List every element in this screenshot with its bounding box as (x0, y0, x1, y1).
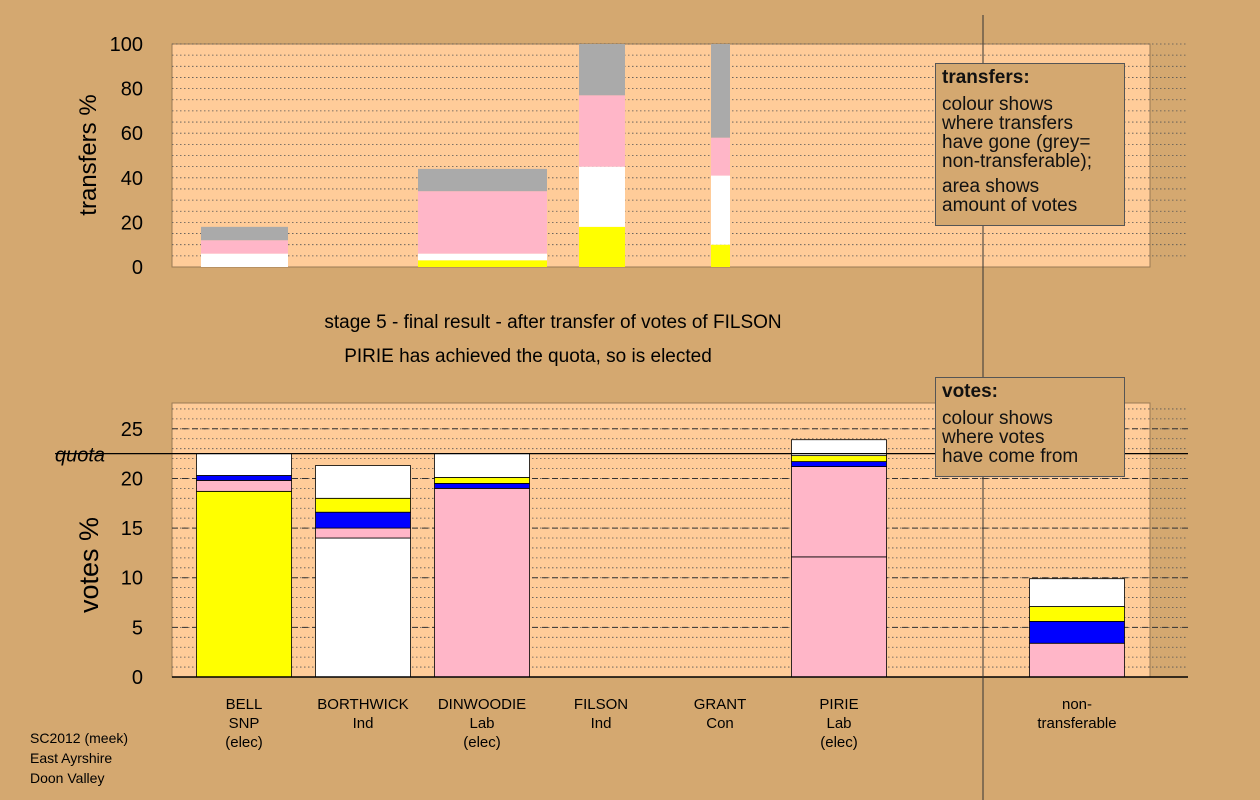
stage-title: stage 5 - final result - after transfer … (324, 312, 781, 333)
bar-segment (791, 466, 887, 558)
note-line: where transfers (942, 113, 1073, 134)
bar-segment (201, 226, 288, 241)
bar-segment (791, 461, 887, 467)
note-line: where votes (942, 427, 1045, 448)
y-tick-label: 20 (121, 468, 143, 490)
note-line: colour shows (942, 408, 1053, 429)
bar-segment (579, 44, 625, 96)
bar-segment (418, 191, 547, 254)
bar-segment (196, 453, 292, 476)
bar-segment (791, 556, 887, 678)
bar-segment (201, 240, 288, 254)
note-line: non-transferable); (942, 151, 1092, 172)
note-title: votes: (942, 381, 998, 402)
bar-segment (196, 480, 292, 492)
y-axis-label: votes % (74, 517, 104, 613)
y-tick-label: 25 (121, 419, 143, 441)
votes-note: votes: colour shows where votes have come f… (935, 377, 1125, 477)
bar-segment (711, 175, 730, 245)
x-tick-label: BORTHWICK Ind (317, 696, 408, 732)
x-tick-label: PIRIE Lab (elec) (819, 696, 858, 751)
bar-segment (1029, 606, 1125, 622)
note-paragraph: colour shows where transfers have gone (gr… (942, 95, 1118, 171)
y-tick-label: 60 (121, 123, 143, 145)
x-tick-label: BELL SNP (elec) (225, 696, 263, 751)
bar-segment (315, 527, 411, 539)
x-tick-label: GRANT Con (694, 696, 747, 732)
bar-segment (434, 453, 530, 478)
bar-segment (1029, 621, 1125, 644)
bar-segment (791, 455, 887, 462)
bar-segment (579, 226, 625, 267)
bar-segment (418, 253, 547, 261)
bar-segment (315, 511, 411, 529)
note-line: have gone (grey= (942, 132, 1091, 153)
bar-segment (315, 465, 411, 499)
note-line: have come from (942, 446, 1079, 467)
bar-segment (579, 166, 625, 227)
note-paragraph: colour shows where votes have come from (942, 409, 1118, 466)
bar-segment (434, 477, 530, 484)
note-line: amount of votes (942, 195, 1078, 216)
bar-segment (791, 439, 887, 457)
y-tick-label: 80 (121, 79, 143, 101)
quota-label: quota (55, 445, 105, 467)
bar-segment (418, 168, 547, 192)
bar-segment (1029, 642, 1125, 678)
bar-segment (434, 483, 530, 489)
bar-segment (434, 487, 530, 678)
footer-line: SC2012 (meek) (30, 730, 129, 746)
x-tick-label: non-transferable (1037, 696, 1116, 732)
bar-segment (579, 95, 625, 167)
bar-segment (196, 475, 292, 481)
bar-segment (1029, 578, 1125, 607)
y-tick-label: 0 (132, 667, 143, 689)
bar-segment (711, 137, 730, 176)
bar-segment (711, 44, 730, 138)
y-tick-label: 100 (110, 34, 143, 56)
transfers-note: transfers: colour shows where transfers hav… (935, 63, 1125, 226)
footer-line: Doon Valley (30, 770, 105, 786)
bar-segment (711, 244, 730, 267)
y-tick-label: 40 (121, 168, 143, 190)
stage-subtitle: PIRIE has achieved the quota, so is elec… (344, 346, 712, 367)
bar-segment (196, 490, 292, 678)
note-line: area shows (942, 176, 1040, 197)
note-paragraph: area shows amount of votes (942, 177, 1118, 215)
x-tick-label: DINWOODIE Lab (elec) (438, 696, 526, 751)
bar-segment (315, 537, 411, 678)
note-line: colour shows (942, 94, 1053, 115)
y-tick-label: 15 (121, 518, 143, 540)
y-tick-label: 0 (132, 257, 143, 279)
note-title: transfers: (942, 67, 1030, 88)
x-tick-label: FILSON Ind (574, 696, 628, 732)
bar-segment (201, 253, 288, 267)
bar-segment (315, 497, 411, 513)
footer-line: East Ayrshire (30, 750, 113, 766)
footer: SC2012 (meek) East Ayrshire Doon Valley (30, 728, 128, 788)
y-tick-label: 20 (121, 212, 143, 234)
y-axis-label: transfers % (75, 94, 102, 215)
y-tick-label: 10 (121, 568, 143, 590)
bar-segment (418, 260, 547, 267)
y-tick-label: 5 (132, 617, 143, 639)
